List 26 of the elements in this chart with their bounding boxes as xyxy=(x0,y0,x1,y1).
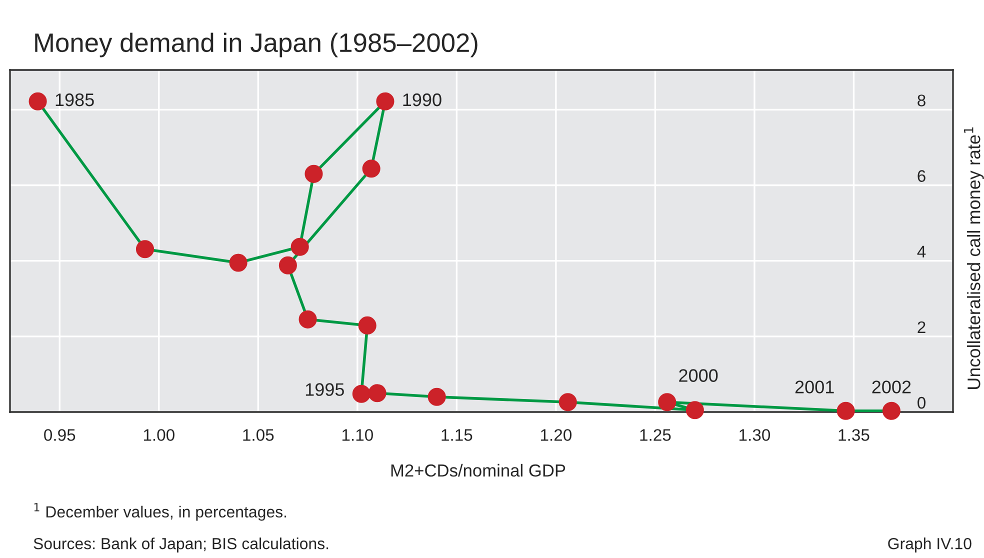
x-tick-label: 1.35 xyxy=(838,429,870,441)
x-tick-label: 1.00 xyxy=(144,429,174,441)
y-tick-label: 4 xyxy=(917,246,926,258)
annotation: 1985 xyxy=(56,93,94,106)
y-axis-title: Uncollateralised call money rate$^{1}$ xyxy=(964,127,984,389)
x-tick-label: 1.15 xyxy=(442,429,472,441)
x-tick-label: 1.10 xyxy=(342,429,373,441)
x-axis-title: M2+CDs/nominal GDP xyxy=(391,464,566,477)
annotation: 2001 xyxy=(795,380,834,394)
text: $^{1}$ December values, in percentages. xyxy=(34,503,286,521)
x-tick-label: 1.25 xyxy=(640,429,671,441)
y-tick-label: 0 xyxy=(918,396,926,409)
text: Graph IV.10 xyxy=(888,538,972,552)
x-tick-label: 1.30 xyxy=(740,429,770,441)
chart-title: Money demand in Japan (1985–2002) xyxy=(35,32,478,58)
y-tick-label: 8 xyxy=(918,94,926,106)
annotation: 1990 xyxy=(403,93,442,106)
x-tick-label: 1.05 xyxy=(243,429,274,441)
annotation: 2002 xyxy=(872,380,911,394)
x-tick-label: 0.95 xyxy=(44,429,76,441)
annotation: 1995 xyxy=(306,383,344,396)
source-note: Sources: Bank of Japan; BIS calculations. xyxy=(34,538,328,552)
x-tick-label: 1.20 xyxy=(541,429,572,441)
y-tick-label: 2 xyxy=(918,321,926,333)
annotation: 2000 xyxy=(679,369,718,382)
y-tick-label: 6 xyxy=(918,170,926,182)
